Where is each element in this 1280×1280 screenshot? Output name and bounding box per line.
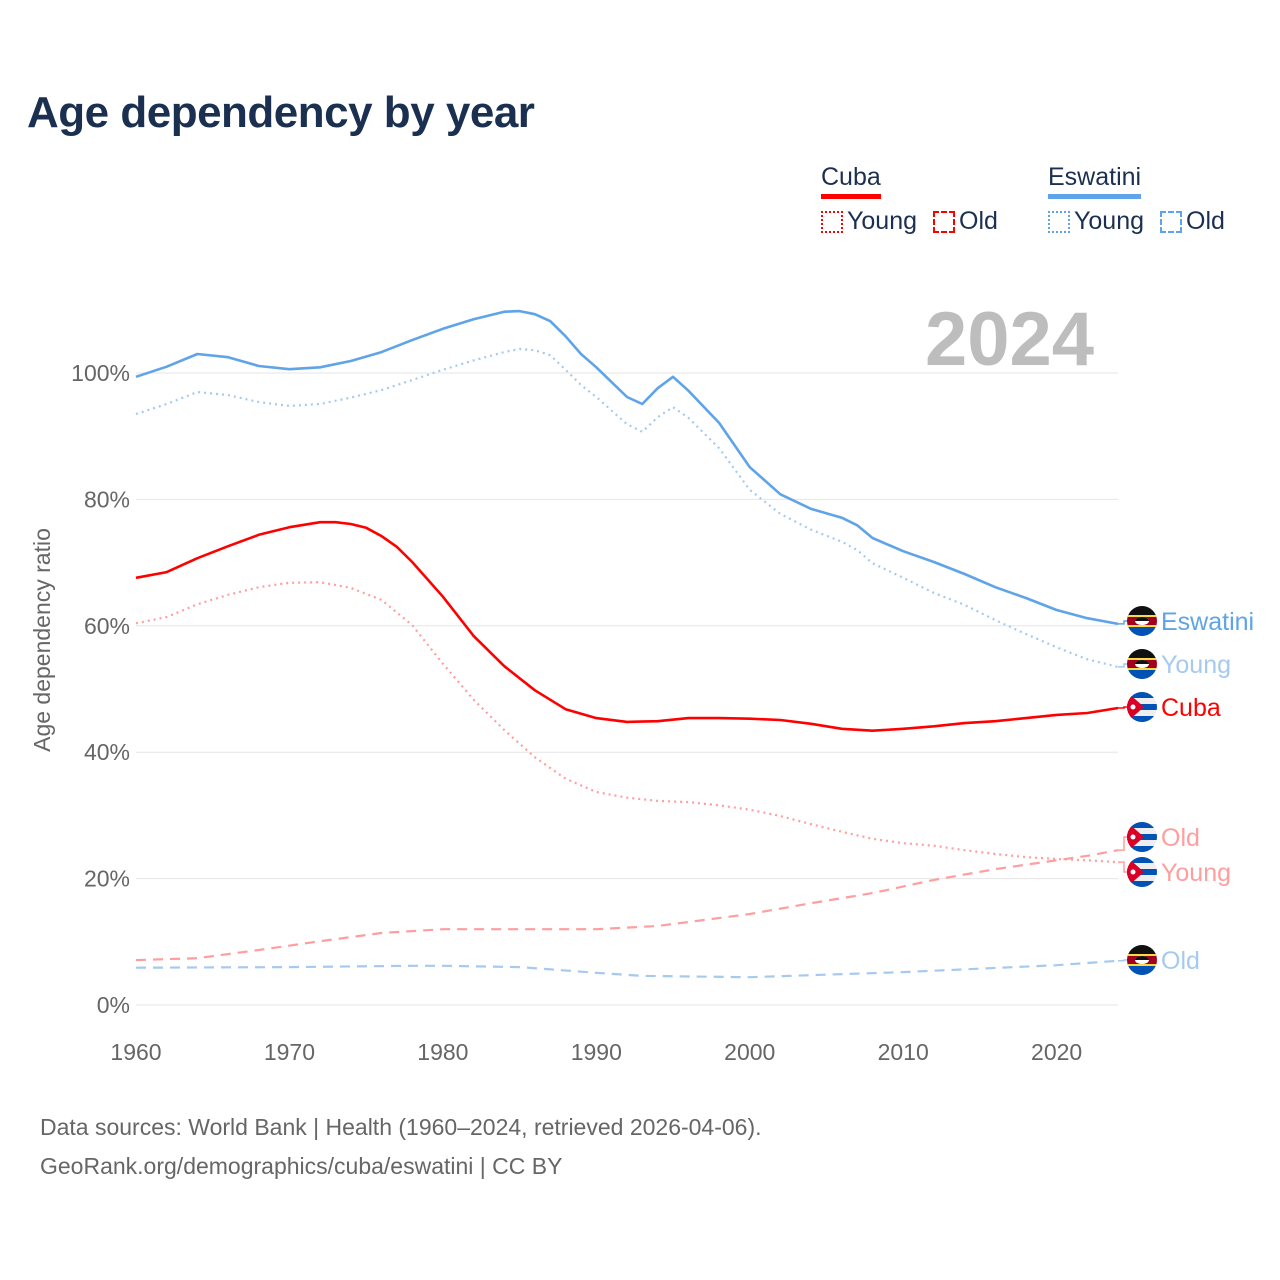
legend-eswatini: Eswatini Young Old (1048, 163, 1225, 236)
legend-item-cuba-old[interactable]: Old (933, 207, 998, 236)
label-connector (1118, 836, 1128, 851)
x-tick-label: 2020 (1031, 1039, 1082, 1065)
y-tick-label: 40% (84, 739, 130, 765)
series-line-eswatini-old (135, 959, 1119, 979)
x-tick-label: 1970 (264, 1039, 315, 1065)
dotted-swatch-icon (1048, 210, 1070, 233)
y-tick-label: 80% (84, 486, 130, 512)
end-label-eswatini: Eswatini (1161, 608, 1254, 636)
y-tick-label: 20% (84, 866, 130, 892)
end-label-cuba-old: Old (1161, 824, 1200, 852)
series-line-cuba (135, 520, 1119, 732)
source-line-1: Data sources: World Bank | Health (1960–… (40, 1114, 762, 1140)
end-label-eswatini-young: Young (1161, 651, 1231, 679)
x-tick-label: 1960 (110, 1039, 161, 1065)
x-tick-label: 1980 (417, 1039, 468, 1065)
legend-label: Young (847, 207, 917, 235)
legend-country-eswatini[interactable]: Eswatini (1048, 163, 1142, 199)
legend-country-cuba[interactable]: Cuba (821, 163, 881, 199)
label-connector (1118, 861, 1128, 873)
end-label-eswatini-old: Old (1161, 947, 1200, 975)
cuba-flag-icon (1127, 857, 1157, 887)
label-connector (1118, 663, 1128, 668)
y-tick-label: 60% (84, 613, 130, 639)
cuba-flag-icon (1127, 822, 1157, 852)
cuba-flag-icon (1127, 692, 1157, 722)
end-label-cuba: Cuba (1161, 694, 1221, 722)
legend-item-eswatini-old[interactable]: Old (1160, 207, 1225, 236)
x-tick-label: 2000 (724, 1039, 775, 1065)
y-tick-label: 100% (71, 360, 130, 386)
chart-title: Age dependency by year (27, 88, 535, 137)
source-note: Data sources: World Bank | Health (1960–… (40, 1108, 762, 1186)
y-axis-label: Age dependency ratio (29, 528, 55, 752)
dashed-swatch-icon (1160, 210, 1182, 233)
end-label-cuba-young: Young (1161, 859, 1231, 887)
label-connector (1118, 620, 1128, 625)
dashed-swatch-icon (933, 210, 955, 233)
eswatini-flag-icon (1127, 945, 1157, 975)
legend-item-eswatini-young[interactable]: Young (1048, 207, 1144, 236)
legend-item-cuba-young[interactable]: Young (821, 207, 917, 236)
year-label: 2024 (925, 297, 1095, 382)
series-line-eswatini (135, 309, 1119, 626)
series-line-eswatini-young (135, 347, 1119, 668)
legend-label: Young (1074, 207, 1144, 235)
source-line-2[interactable]: GeoRank.org/demographics/cuba/eswatini |… (40, 1153, 563, 1179)
legend-cuba: Cuba Young Old (821, 163, 998, 236)
label-connector (1118, 706, 1128, 709)
eswatini-flag-icon (1127, 606, 1157, 636)
x-tick-label: 2010 (878, 1039, 929, 1065)
series-line-cuba-old (135, 849, 1119, 962)
y-tick-label: 0% (97, 992, 130, 1018)
label-connector (1118, 959, 1128, 962)
eswatini-flag-icon (1127, 649, 1157, 679)
dotted-swatch-icon (821, 210, 843, 233)
series-line-cuba-young (135, 581, 1119, 864)
x-tick-label: 1990 (571, 1039, 622, 1065)
legend-label: Old (1186, 207, 1225, 235)
legend-label: Old (959, 207, 998, 235)
